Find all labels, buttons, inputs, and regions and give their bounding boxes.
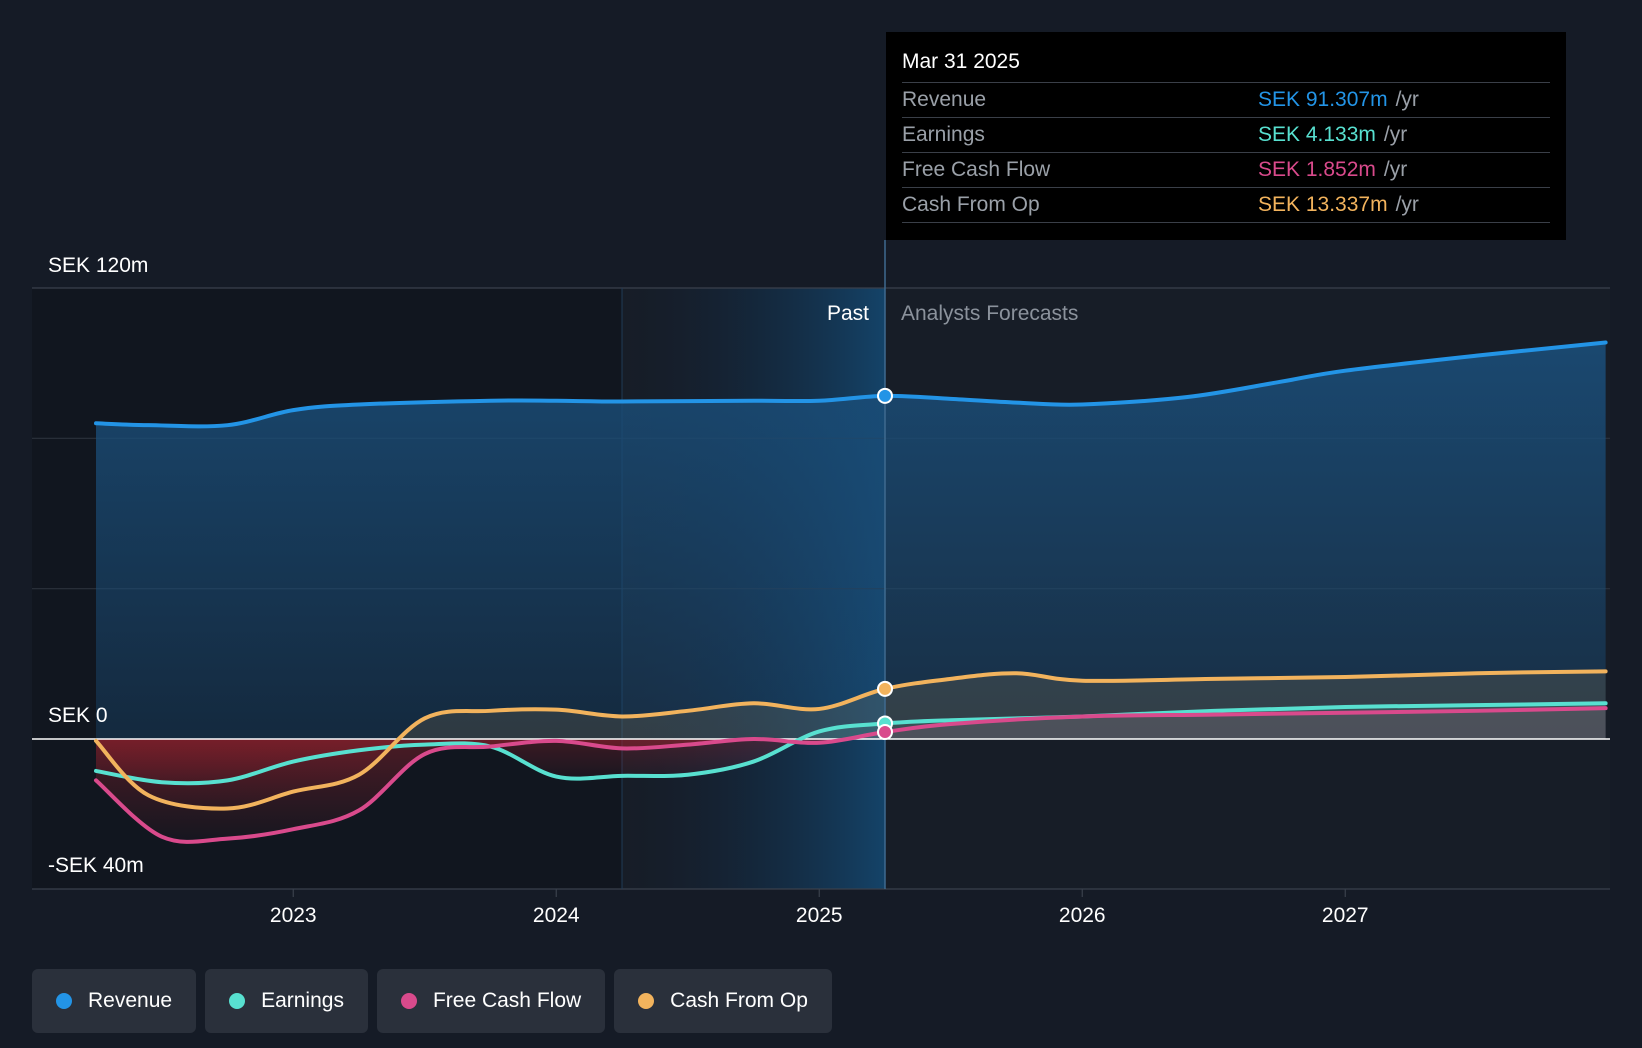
tooltip-value: SEK 4.133m: [1258, 123, 1376, 146]
marker-revenue[interactable]: [877, 387, 893, 404]
tooltip-label: Cash From Op: [902, 193, 1040, 216]
past-label: Past: [827, 302, 869, 325]
legend-dot-icon: [638, 993, 655, 1009]
legend-label: Cash From Op: [670, 989, 808, 1012]
tooltip-unit: /yr: [1383, 158, 1408, 181]
marker-cash-from-op[interactable]: [877, 680, 893, 697]
revenue-area: [96, 342, 1606, 739]
x-tick-label: 2027: [1322, 904, 1369, 927]
tooltip-value: SEK 1.852m: [1258, 158, 1376, 181]
x-tick-label: 2026: [1059, 904, 1106, 927]
legend: Revenue Earnings Free Cash Flow Cash Fro…: [32, 969, 832, 1033]
tooltip-unit: /yr: [1383, 123, 1408, 146]
tooltip-unit: /yr: [1395, 88, 1419, 111]
tooltip-date: Mar 31 2025: [902, 46, 1550, 83]
series-area-positive: [96, 671, 1606, 739]
legend-dot-icon: [400, 993, 417, 1009]
tooltip-label: Earnings: [902, 123, 985, 146]
legend-dot-icon: [229, 993, 246, 1009]
legend-label: Revenue: [88, 989, 173, 1012]
tooltip-label: Revenue: [902, 88, 987, 111]
tooltip-label: Free Cash Flow: [902, 158, 1051, 181]
marker-free-cash-flow[interactable]: [877, 724, 893, 741]
legend-item-cash-from-op[interactable]: Cash From Op: [614, 969, 832, 1033]
tooltip-row-free-cash-flow: Free Cash Flow SEK 1.852m /yr: [902, 153, 1550, 188]
y-label-zero: SEK 0: [48, 704, 108, 727]
tooltip-unit: /yr: [1395, 193, 1419, 216]
legend-item-free-cash-flow[interactable]: Free Cash Flow: [376, 969, 606, 1033]
legend-label: Earnings: [261, 989, 344, 1012]
x-tick-label: 2023: [270, 904, 317, 927]
y-label-bottom: -SEK 40m: [48, 854, 144, 877]
series-area-negative: [96, 739, 1606, 809]
legend-dot-icon: [56, 993, 72, 1009]
tooltip-row-cash-from-op: Cash From Op SEK 13.337m /yr: [902, 188, 1550, 223]
x-tick-label: 2025: [796, 904, 843, 927]
legend-label: Free Cash Flow: [432, 989, 582, 1012]
tooltip-row-earnings: Earnings SEK 4.133m /yr: [902, 118, 1550, 153]
legend-item-revenue[interactable]: Revenue: [32, 969, 197, 1033]
tooltip-row-revenue: Revenue SEK 91.307m /yr: [902, 83, 1550, 118]
x-tick-label: 2024: [533, 904, 580, 927]
series-line-earnings: [94, 701, 1608, 786]
y-label-top: SEK 120m: [48, 254, 148, 277]
series-line-cash-from-op: [94, 669, 1608, 811]
tooltip-value: SEK 13.337m: [1258, 193, 1388, 216]
tooltip: Mar 31 2025 Revenue SEK 91.307m /yr Earn…: [886, 32, 1566, 240]
legend-item-earnings[interactable]: Earnings: [205, 969, 368, 1033]
tooltip-value: SEK 91.307m: [1258, 88, 1388, 111]
forecast-label: Analysts Forecasts: [901, 302, 1078, 325]
series-line-free-cash-flow: [94, 706, 1608, 844]
series-line-revenue: [94, 340, 1608, 429]
